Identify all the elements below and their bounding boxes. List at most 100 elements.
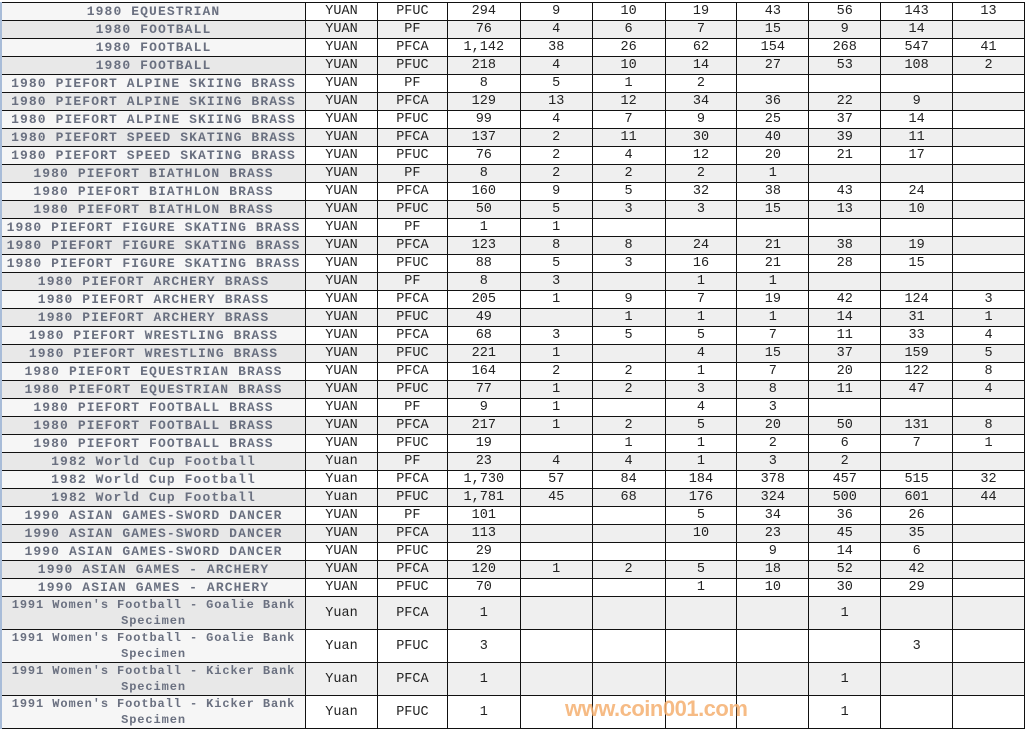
- count-cell[interactable]: 2: [591, 380, 666, 399]
- count-cell[interactable]: [736, 74, 810, 93]
- unit-cell[interactable]: Yuan: [305, 695, 378, 729]
- count-cell[interactable]: 5: [519, 74, 593, 93]
- count-cell[interactable]: 10: [736, 578, 810, 597]
- count-cell[interactable]: 6: [808, 434, 882, 453]
- count-cell[interactable]: 5: [591, 182, 666, 201]
- count-cell[interactable]: 18: [736, 560, 810, 579]
- unit-cell[interactable]: YUAN: [305, 38, 378, 57]
- count-cell[interactable]: [591, 218, 666, 237]
- count-cell[interactable]: [808, 629, 882, 663]
- count-cell[interactable]: 10: [591, 2, 666, 21]
- unit-cell[interactable]: YUAN: [305, 308, 378, 327]
- grade-cell[interactable]: PFUC: [376, 629, 448, 663]
- count-cell[interactable]: 15: [736, 20, 810, 39]
- unit-cell[interactable]: YUAN: [305, 578, 378, 597]
- count-cell[interactable]: [880, 662, 954, 696]
- count-cell[interactable]: 12: [591, 92, 666, 111]
- total-cell[interactable]: 76: [446, 20, 521, 39]
- count-cell[interactable]: [808, 272, 882, 291]
- count-cell[interactable]: [808, 164, 882, 183]
- count-cell[interactable]: 33: [880, 326, 954, 345]
- unit-cell[interactable]: YUAN: [305, 92, 378, 111]
- coin-name-cell[interactable]: 1991 Women's Football - Kicker Bank Spec…: [0, 695, 307, 729]
- unit-cell[interactable]: YUAN: [305, 506, 378, 525]
- coin-name-cell[interactable]: 1980 FOOTBALL: [0, 38, 307, 57]
- count-cell[interactable]: 13: [952, 2, 1025, 21]
- count-cell[interactable]: [952, 128, 1025, 147]
- count-cell[interactable]: 42: [808, 290, 882, 309]
- grade-cell[interactable]: PFUC: [376, 434, 448, 453]
- count-cell[interactable]: 11: [808, 326, 882, 345]
- grade-cell[interactable]: PF: [376, 218, 448, 237]
- count-cell[interactable]: 6: [880, 542, 954, 561]
- unit-cell[interactable]: Yuan: [305, 629, 378, 663]
- grade-cell[interactable]: PFCA: [376, 524, 448, 543]
- unit-cell[interactable]: YUAN: [305, 254, 378, 273]
- count-cell[interactable]: [808, 74, 882, 93]
- count-cell[interactable]: 38: [519, 38, 593, 57]
- count-cell[interactable]: 32: [952, 470, 1025, 489]
- unit-cell[interactable]: YUAN: [305, 236, 378, 255]
- grade-cell[interactable]: PFCA: [376, 596, 448, 630]
- count-cell[interactable]: 15: [736, 344, 810, 363]
- count-cell[interactable]: [952, 182, 1025, 201]
- count-cell[interactable]: 3: [519, 272, 593, 291]
- coin-name-cell[interactable]: 1980 PIEFORT FOOTBALL BRASS: [0, 398, 307, 417]
- unit-cell[interactable]: YUAN: [305, 146, 378, 165]
- coin-name-cell[interactable]: 1990 ASIAN GAMES-SWORD DANCER: [0, 542, 307, 561]
- total-cell[interactable]: 1,781: [446, 488, 521, 507]
- count-cell[interactable]: 1: [664, 362, 738, 381]
- count-cell[interactable]: [664, 662, 738, 696]
- coin-name-cell[interactable]: 1980 PIEFORT FOOTBALL BRASS: [0, 416, 307, 435]
- unit-cell[interactable]: Yuan: [305, 596, 378, 630]
- count-cell[interactable]: 1: [591, 434, 666, 453]
- unit-cell[interactable]: YUAN: [305, 326, 378, 345]
- count-cell[interactable]: 2: [519, 362, 593, 381]
- count-cell[interactable]: 9: [736, 542, 810, 561]
- unit-cell[interactable]: YUAN: [305, 182, 378, 201]
- count-cell[interactable]: 24: [880, 182, 954, 201]
- count-cell[interactable]: [591, 629, 666, 663]
- coin-name-cell[interactable]: 1980 PIEFORT EQUESTRIAN BRASS: [0, 362, 307, 381]
- total-cell[interactable]: 8: [446, 272, 521, 291]
- count-cell[interactable]: [519, 596, 593, 630]
- unit-cell[interactable]: YUAN: [305, 128, 378, 147]
- count-cell[interactable]: 1: [736, 272, 810, 291]
- unit-cell[interactable]: YUAN: [305, 560, 378, 579]
- count-cell[interactable]: 4: [591, 146, 666, 165]
- count-cell[interactable]: 5: [664, 560, 738, 579]
- count-cell[interactable]: [808, 218, 882, 237]
- count-cell[interactable]: 10: [591, 56, 666, 75]
- count-cell[interactable]: 9: [664, 110, 738, 129]
- count-cell[interactable]: [664, 596, 738, 630]
- count-cell[interactable]: 1: [664, 308, 738, 327]
- count-cell[interactable]: 29: [880, 578, 954, 597]
- count-cell[interactable]: 14: [880, 20, 954, 39]
- count-cell[interactable]: 27: [736, 56, 810, 75]
- count-cell[interactable]: 30: [664, 128, 738, 147]
- count-cell[interactable]: [952, 110, 1025, 129]
- count-cell[interactable]: 12: [664, 146, 738, 165]
- count-cell[interactable]: [664, 218, 738, 237]
- count-cell[interactable]: [519, 662, 593, 696]
- count-cell[interactable]: 4: [519, 56, 593, 75]
- unit-cell[interactable]: Yuan: [305, 452, 378, 471]
- count-cell[interactable]: [952, 236, 1025, 255]
- count-cell[interactable]: [880, 74, 954, 93]
- total-cell[interactable]: 101: [446, 506, 521, 525]
- count-cell[interactable]: 4: [519, 452, 593, 471]
- count-cell[interactable]: 44: [952, 488, 1025, 507]
- count-cell[interactable]: [952, 74, 1025, 93]
- count-cell[interactable]: 2: [808, 452, 882, 471]
- grade-cell[interactable]: PF: [376, 452, 448, 471]
- count-cell[interactable]: 20: [808, 362, 882, 381]
- count-cell[interactable]: [591, 596, 666, 630]
- count-cell[interactable]: 3: [519, 326, 593, 345]
- unit-cell[interactable]: Yuan: [305, 470, 378, 489]
- count-cell[interactable]: [591, 578, 666, 597]
- unit-cell[interactable]: YUAN: [305, 416, 378, 435]
- count-cell[interactable]: [519, 434, 593, 453]
- grade-cell[interactable]: PF: [376, 398, 448, 417]
- unit-cell[interactable]: YUAN: [305, 56, 378, 75]
- count-cell[interactable]: 2: [664, 74, 738, 93]
